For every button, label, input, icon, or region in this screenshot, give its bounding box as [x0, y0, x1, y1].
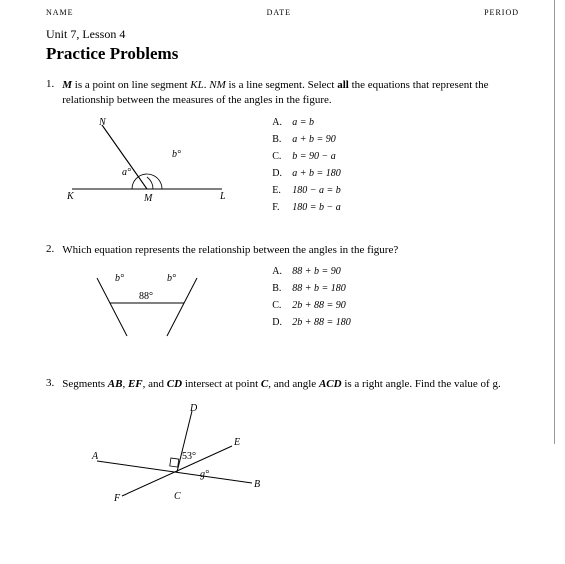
problem-prompt: Segments AB, EF, and CD intersect at poi… [62, 377, 519, 392]
svg-text:53°: 53° [182, 451, 196, 462]
svg-text:M: M [143, 193, 153, 204]
svg-text:A: A [91, 451, 99, 462]
svg-text:b°: b° [167, 273, 176, 284]
header-period: PERIOD [484, 8, 519, 17]
figure-1: N K M L a° b° [62, 117, 232, 215]
options-2: A.88 + b = 90 B.88 + b = 180 C.2b + 88 =… [272, 266, 351, 328]
problem-3: 3. Segments AB, EF, and CD intersect at … [46, 377, 519, 513]
svg-text:N: N [98, 117, 107, 128]
svg-text:L: L [219, 191, 226, 202]
page-title: Practice Problems [46, 44, 519, 64]
svg-text:E: E [233, 437, 240, 448]
header-name: NAME [46, 8, 74, 17]
problem-number: 3. [46, 377, 54, 513]
problem-prompt: M is a point on line segment KL. NM is a… [62, 78, 519, 109]
figure-3: A B C D E F 53° g° [82, 401, 519, 514]
svg-text:C: C [174, 491, 181, 502]
unit-label: Unit 7, Lesson 4 [46, 27, 519, 42]
svg-text:D: D [189, 403, 198, 414]
svg-text:F: F [113, 493, 121, 504]
svg-text:B: B [254, 479, 260, 490]
figure-2: b° b° 88° [62, 266, 232, 349]
svg-text:K: K [66, 191, 75, 202]
options-1: A.a = b B.a + b = 90 C.b = 90 − a D.a + … [272, 117, 341, 213]
svg-text:a°: a° [122, 167, 131, 178]
svg-text:g°: g° [200, 469, 209, 480]
problem-prompt: Which equation represents the relationsh… [62, 243, 519, 258]
problem-1: 1. M is a point on line segment KL. NM i… [46, 78, 519, 215]
svg-text:88°: 88° [139, 291, 153, 302]
problem-2: 2. Which equation represents the relatio… [46, 243, 519, 349]
problem-number: 1. [46, 78, 54, 215]
problem-number: 2. [46, 243, 54, 349]
svg-text:b°: b° [172, 149, 181, 160]
header-date: DATE [267, 8, 291, 17]
svg-text:b°: b° [115, 273, 124, 284]
